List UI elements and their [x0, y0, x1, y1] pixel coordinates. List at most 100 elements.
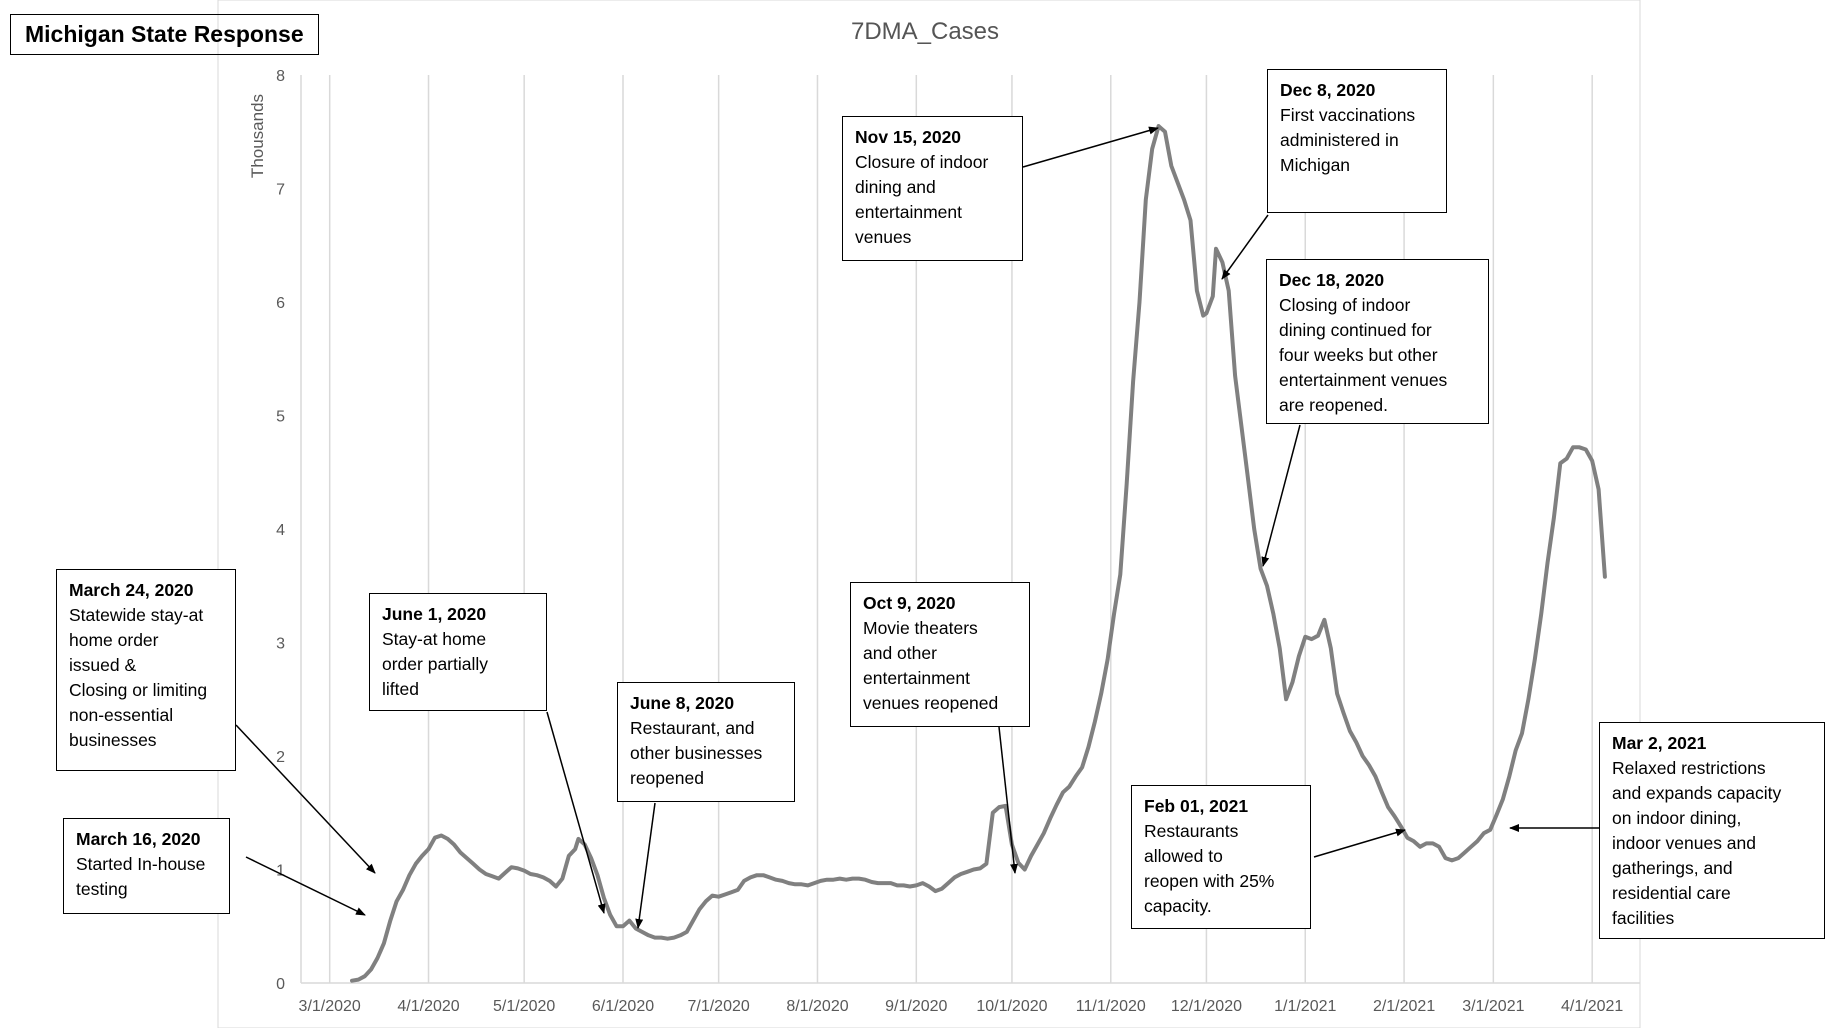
- annotation-june-8-2020: June 8, 2020 Restaurant, and other busines…: [617, 682, 795, 802]
- annotation-june-1-2020: June 1, 2020 Stay-at home order partially l…: [369, 593, 547, 711]
- annotation-line: Statewide stay-at: [69, 605, 204, 625]
- annotation-arrow-nov-15-2020: [1022, 126, 1159, 168]
- y-tick-label-6: 6: [276, 295, 285, 312]
- annotation-line: other businesses: [630, 743, 763, 763]
- x-tick-label-4-1-2020: 4/1/2020: [397, 998, 459, 1015]
- annotation-arrow-march-16-2020: [245, 856, 366, 916]
- annotation-arrow-june-8-2020: [635, 802, 656, 929]
- annotation-line: and other: [863, 643, 937, 663]
- annotation-arrow-dec-8-2020: [1221, 214, 1269, 280]
- axes: [300, 75, 1640, 984]
- y-axis-unit-label: Thousands: [248, 93, 267, 179]
- chart-title: 7DMA_Cases: [850, 18, 1000, 45]
- annotation-line: issued &: [69, 655, 137, 675]
- annotation-title: March 16, 2020: [76, 829, 201, 849]
- y-tick-label-8: 8: [276, 68, 285, 85]
- x-tick-label-3-1-2021: 3/1/2021: [1462, 998, 1524, 1015]
- annotation-arrow-oct-9-2020: [998, 726, 1018, 874]
- x-tick-label-11-1-2020: 11/1/2020: [1076, 998, 1146, 1015]
- annotation-line: Restaurants: [1144, 821, 1239, 841]
- annotation-line: are reopened.: [1279, 395, 1388, 415]
- annotation-line: entertainment: [855, 202, 963, 222]
- annotation-march-24-2020: March 24, 2020 Statewide stay-at home orde…: [56, 569, 236, 771]
- annotation-line: Started In-house: [76, 854, 206, 874]
- annotation-line: testing: [76, 879, 128, 899]
- x-tick-label-6-1-2020: 6/1/2020: [592, 998, 654, 1015]
- annotation-line: venues reopened: [863, 693, 999, 713]
- annotation-line: reopen with 25%: [1144, 871, 1275, 891]
- y-tick-label-3: 3: [276, 636, 285, 653]
- annotation-dec-8-2020: Dec 8, 2020 First vaccinations administere…: [1267, 69, 1447, 213]
- annotation-line: Closing or limiting: [69, 680, 208, 700]
- annotation-title: Nov 15, 2020: [855, 127, 962, 147]
- annotation-line: lifted: [382, 679, 419, 699]
- annotation-line: First vaccinations: [1280, 105, 1416, 125]
- y-tick-label-4: 4: [276, 522, 285, 539]
- x-tick-label-4-1-2021: 4/1/2021: [1561, 998, 1623, 1015]
- annotation-oct-9-2020: Oct 9, 2020 Movie theaters and other entert…: [850, 582, 1030, 727]
- annotation-line: allowed to: [1144, 846, 1223, 866]
- annotation-arrow-feb-01-2021: [1313, 828, 1406, 858]
- annotation-title: Mar 2, 2021: [1612, 733, 1707, 753]
- annotation-line: home order: [69, 630, 159, 650]
- annotation-line: Relaxed restrictions: [1612, 758, 1766, 778]
- annotation-line: Michigan: [1280, 155, 1351, 175]
- annotation-line: Restaurant, and: [630, 718, 755, 738]
- annotation-line: order partially: [382, 654, 489, 674]
- y-tick-label-5: 5: [276, 409, 285, 426]
- annotation-arrow-dec-18-2020: [1261, 424, 1301, 567]
- annotation-line: dining continued for: [1279, 320, 1432, 340]
- annotation-arrow-june-1-2020: [546, 711, 606, 914]
- annotation-line: venues: [855, 227, 912, 247]
- chart-frame: [217, 0, 1641, 1028]
- annotation-title: March 24, 2020: [69, 580, 194, 600]
- annotation-line: and expands capacity: [1612, 783, 1782, 803]
- annotation-line: Closure of indoor: [855, 152, 989, 172]
- x-tick-label-8-1-2020: 8/1/2020: [786, 998, 848, 1015]
- annotation-line: on indoor dining,: [1612, 808, 1742, 828]
- annotation-feb-01-2021: Feb 01, 2021 Restaurants allowed to reopen …: [1131, 785, 1311, 929]
- annotation-line: gatherings, and: [1612, 858, 1733, 878]
- x-tick-label-1-1-2021: 1/1/2021: [1274, 998, 1336, 1015]
- annotation-line: non-essential: [69, 705, 174, 725]
- annotation-title: June 8, 2020: [630, 693, 735, 713]
- annotation-line: residential care: [1612, 883, 1731, 903]
- annotation-arrows: [235, 126, 1599, 929]
- x-tick-label-2-1-2021: 2/1/2021: [1373, 998, 1435, 1015]
- annotation-title: Dec 8, 2020: [1280, 80, 1376, 100]
- annotation-line: dining and: [855, 177, 936, 197]
- y-tick-labels: 0 1 2 3 4 5 6 7 8: [276, 68, 285, 993]
- annotation-line: facilities: [1612, 908, 1675, 928]
- annotation-mar-2-2021: Mar 2, 2021 Relaxed restrictions and expan…: [1599, 722, 1825, 939]
- annotation-title: Dec 18, 2020: [1279, 270, 1385, 290]
- annotation-dec-18-2020: Dec 18, 2020 Closing of indoor dining cont…: [1266, 259, 1489, 424]
- y-tick-label-7: 7: [276, 182, 285, 199]
- annotation-line: reopened: [630, 768, 704, 788]
- annotation-arrow-march-24-2020: [235, 724, 376, 874]
- annotation-line: entertainment: [863, 668, 971, 688]
- state-label: Michigan State Response: [10, 14, 319, 55]
- annotation-line: administered in: [1280, 130, 1399, 150]
- annotation-line: businesses: [69, 730, 157, 750]
- x-tick-label-7-1-2020: 7/1/2020: [687, 998, 749, 1015]
- annotation-title: Feb 01, 2021: [1144, 796, 1249, 816]
- annotation-line: indoor venues and: [1612, 833, 1756, 853]
- annotation-line: Closing of indoor: [1279, 295, 1411, 315]
- y-tick-label-2: 2: [276, 749, 285, 766]
- x-tick-label-9-1-2020: 9/1/2020: [885, 998, 947, 1015]
- annotation-line: four weeks but other: [1279, 345, 1438, 365]
- y-tick-label-0: 0: [276, 976, 285, 993]
- x-tick-labels: 3/1/2020 4/1/2020 5/1/2020 6/1/2020 7/1/2020…: [299, 998, 1624, 1015]
- x-tick-label-3-1-2020: 3/1/2020: [299, 998, 361, 1015]
- annotation-line: Movie theaters: [863, 618, 978, 638]
- annotation-line: capacity.: [1144, 896, 1212, 916]
- annotation-title: Oct 9, 2020: [863, 593, 956, 613]
- annotation-line: entertainment venues: [1279, 370, 1448, 390]
- x-tick-label-5-1-2020: 5/1/2020: [493, 998, 555, 1015]
- annotation-march-16-2020: March 16, 2020 Started In-house testing: [63, 818, 230, 914]
- x-tick-label-10-1-2020: 10/1/2020: [976, 998, 1047, 1015]
- annotation-nov-15-2020: Nov 15, 2020 Closure of indoor dining and e…: [842, 116, 1023, 261]
- series-line-0: [350, 124, 1607, 983]
- y-tick-label-1: 1: [276, 863, 285, 880]
